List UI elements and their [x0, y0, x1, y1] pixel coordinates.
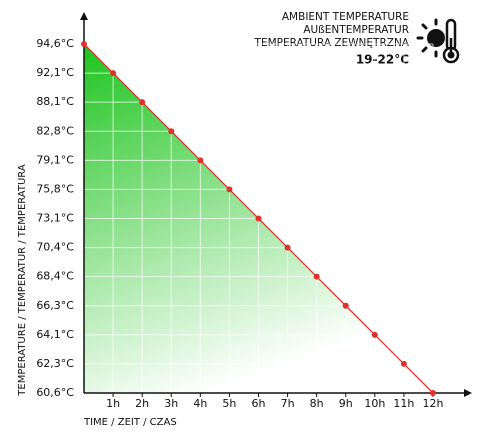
- x-tick-label: 9h: [339, 397, 353, 410]
- y-tick-label: 82,8°C: [36, 124, 74, 137]
- x-tick-label: 11h: [393, 397, 414, 410]
- y-tick-label: 68,4°C: [36, 270, 74, 283]
- y-arrow: [80, 12, 88, 20]
- x-tick-label: 4h: [193, 397, 207, 410]
- x-tick-label: 8h: [310, 397, 324, 410]
- x-tick-label: 7h: [281, 397, 295, 410]
- y-axis-label: TEMPERATURE / TEMPERATUR / TEMPERATURA: [17, 164, 28, 397]
- point: [371, 331, 378, 338]
- y-tick-label: 73,1°C: [36, 212, 74, 225]
- y-tick-label: 60,6°C: [36, 386, 74, 399]
- ambient-range: 19-22°C: [356, 53, 409, 67]
- point: [226, 186, 233, 193]
- point: [342, 302, 349, 309]
- y-tick-label: 62,3°C: [36, 357, 74, 370]
- point: [255, 215, 262, 222]
- y-tick-label: 94,6°C: [36, 37, 74, 50]
- point: [400, 360, 407, 367]
- point: [197, 157, 204, 164]
- ambient-title: AMBIENT TEMPERATURE: [282, 11, 409, 23]
- x-tick-label: 3h: [164, 397, 178, 410]
- x-tick-label: 2h: [135, 397, 149, 410]
- x-tick-label: 1h: [106, 397, 120, 410]
- point: [313, 273, 320, 280]
- ambient-title: TEMPERATURA ZEWNĘTRZNA: [254, 37, 410, 49]
- point: [139, 99, 146, 106]
- y-tick-label: 64,1°C: [36, 328, 74, 341]
- x-arrow: [464, 389, 472, 397]
- y-tick-label: 79,1°C: [36, 153, 74, 166]
- point: [168, 128, 175, 135]
- y-tick-label: 92,1°C: [36, 66, 74, 79]
- y-tick-label: 66,3°C: [36, 299, 74, 312]
- y-tick-label: 88,1°C: [36, 95, 74, 108]
- y-tick-label: 70,4°C: [36, 241, 74, 254]
- point: [81, 41, 87, 47]
- x-axis-label: TIME / ZEIT / CZAS: [83, 417, 177, 428]
- point: [284, 244, 291, 251]
- x-tick-label: 10h: [364, 397, 385, 410]
- point: [110, 70, 117, 77]
- x-tick-label: 12h: [423, 397, 444, 410]
- x-tick-label: 6h: [252, 397, 266, 410]
- weather-icon: [416, 18, 460, 64]
- x-tick-label: 5h: [222, 397, 236, 410]
- point: [430, 390, 436, 396]
- ambient-title: AUßENTEMPERATUR: [303, 24, 409, 36]
- y-tick-label: 75,8°C: [36, 182, 74, 195]
